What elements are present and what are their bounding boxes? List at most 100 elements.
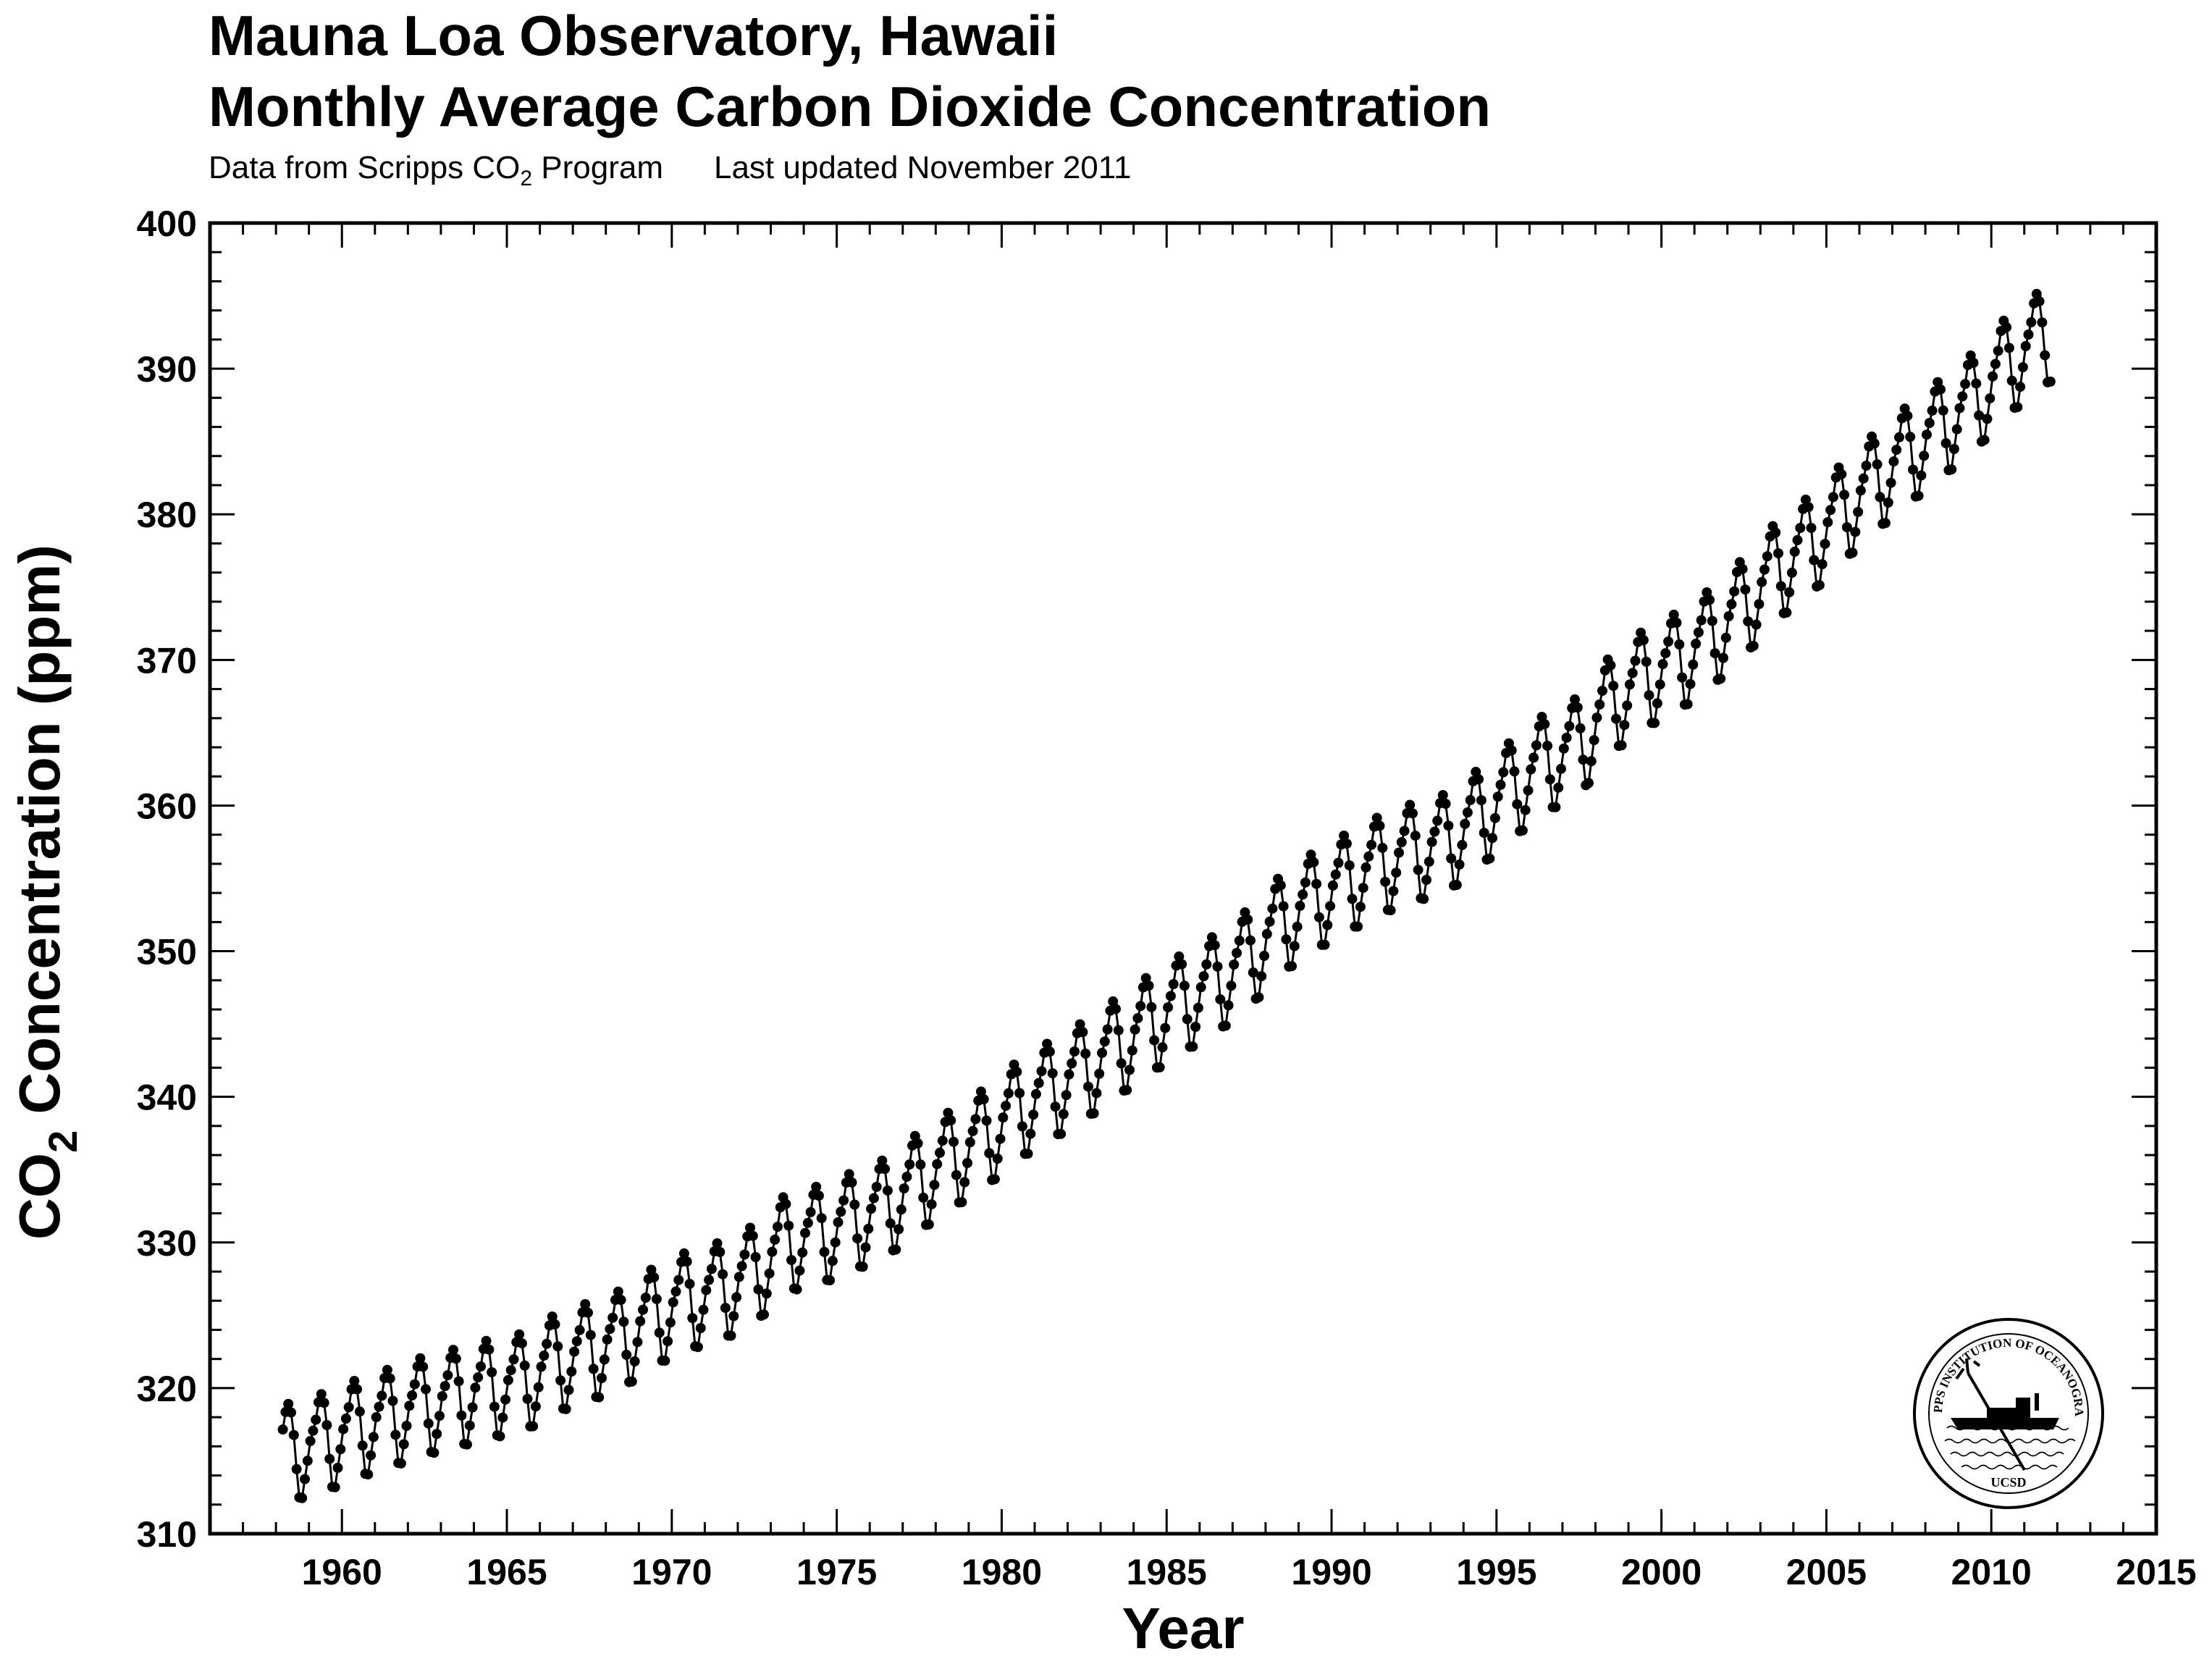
data-point [569,1346,580,1357]
data-point [1654,679,1665,690]
data-point [1278,901,1289,912]
data-point [665,1317,676,1328]
data-point [1473,774,1484,785]
data-point [1584,778,1594,789]
data-point [646,1264,657,1275]
data-point [1050,1101,1061,1112]
data-point [448,1345,458,1356]
data-point [1556,763,1566,774]
data-point [1418,894,1429,904]
data-point [715,1247,726,1257]
plot-frame [208,221,2158,1536]
data-point [1245,935,1256,946]
data-point [1124,1064,1135,1075]
data-point [932,1159,943,1169]
data-point [1047,1068,1058,1079]
data-point [2020,341,2031,351]
data-point [456,1410,467,1421]
data-point [1195,982,1206,993]
data-point [1619,720,1630,731]
data-point [1523,785,1534,796]
data-point [1385,905,1396,916]
data-point [937,1135,948,1146]
data-point [836,1206,846,1217]
data-point [1322,920,1333,931]
data-point [1792,534,1803,545]
data-point [882,1185,893,1196]
data-point [533,1382,544,1393]
data-point [901,1172,912,1183]
data-point [2026,317,2037,327]
data-point [770,1234,781,1245]
data-point [1330,869,1341,880]
data-point [1517,825,1528,836]
data-point [764,1268,775,1279]
data-point [1784,587,1795,597]
data-point [390,1429,401,1440]
data-point [915,1159,926,1170]
data-point [1946,464,1957,475]
chart-title-line2: Monthly Average Carbon Dioxide Concentra… [209,75,1492,138]
data-point [495,1431,505,1442]
data-point [1429,826,1440,837]
data-point [1462,807,1473,818]
data-point [833,1217,844,1227]
data-point [2015,382,2026,392]
data-point [1042,1038,1053,1049]
data-point [1146,1001,1157,1012]
data-point [605,1324,615,1335]
data-point [1339,831,1350,841]
data-point [1495,779,1506,790]
data-point [552,1341,563,1352]
data-point [395,1458,406,1469]
data-points [277,288,2056,1503]
data-point [811,1182,822,1192]
data-point [300,1474,310,1484]
data-point [1058,1109,1069,1120]
data-point [547,1311,558,1322]
data-point [352,1384,363,1395]
data-point [514,1329,525,1340]
data-point [918,1192,929,1203]
data-point [615,1295,626,1306]
data-point [2012,402,2023,413]
data-point [1083,1081,1093,1092]
axis-ticks [209,222,2158,1535]
data-point [1948,444,1959,454]
data-point [502,1374,513,1385]
data-point [560,1403,571,1414]
data-point [1292,921,1303,932]
data-point [995,1133,1006,1144]
data-point [1327,880,1338,891]
data-point [481,1335,492,1346]
data-point [1394,847,1404,858]
data-point [1187,1041,1198,1052]
data-point [2023,329,2034,340]
data-point [1036,1066,1047,1077]
data-point [583,1307,593,1318]
data-point [1498,767,1509,778]
data-point [1234,936,1245,946]
data-point [1405,799,1416,810]
data-point [1333,857,1344,868]
data-point [1960,379,1971,390]
data-point [728,1311,739,1322]
data-point [1446,853,1457,864]
data-point [745,1222,755,1233]
data-point [536,1361,547,1372]
data-point [1308,857,1319,868]
data-point [1611,713,1621,724]
data-point [1102,1024,1113,1035]
data-point [613,1286,623,1297]
data-point [1668,609,1679,620]
data-point [1847,547,1858,558]
data-point [283,1398,294,1409]
data-point [1858,473,1869,484]
data-point [956,1197,967,1208]
data-point [505,1365,516,1376]
data-point [1001,1101,1012,1112]
data-point [597,1373,607,1383]
data-point [1825,505,1836,516]
data-point [1891,445,1902,455]
data-point [1256,971,1267,982]
